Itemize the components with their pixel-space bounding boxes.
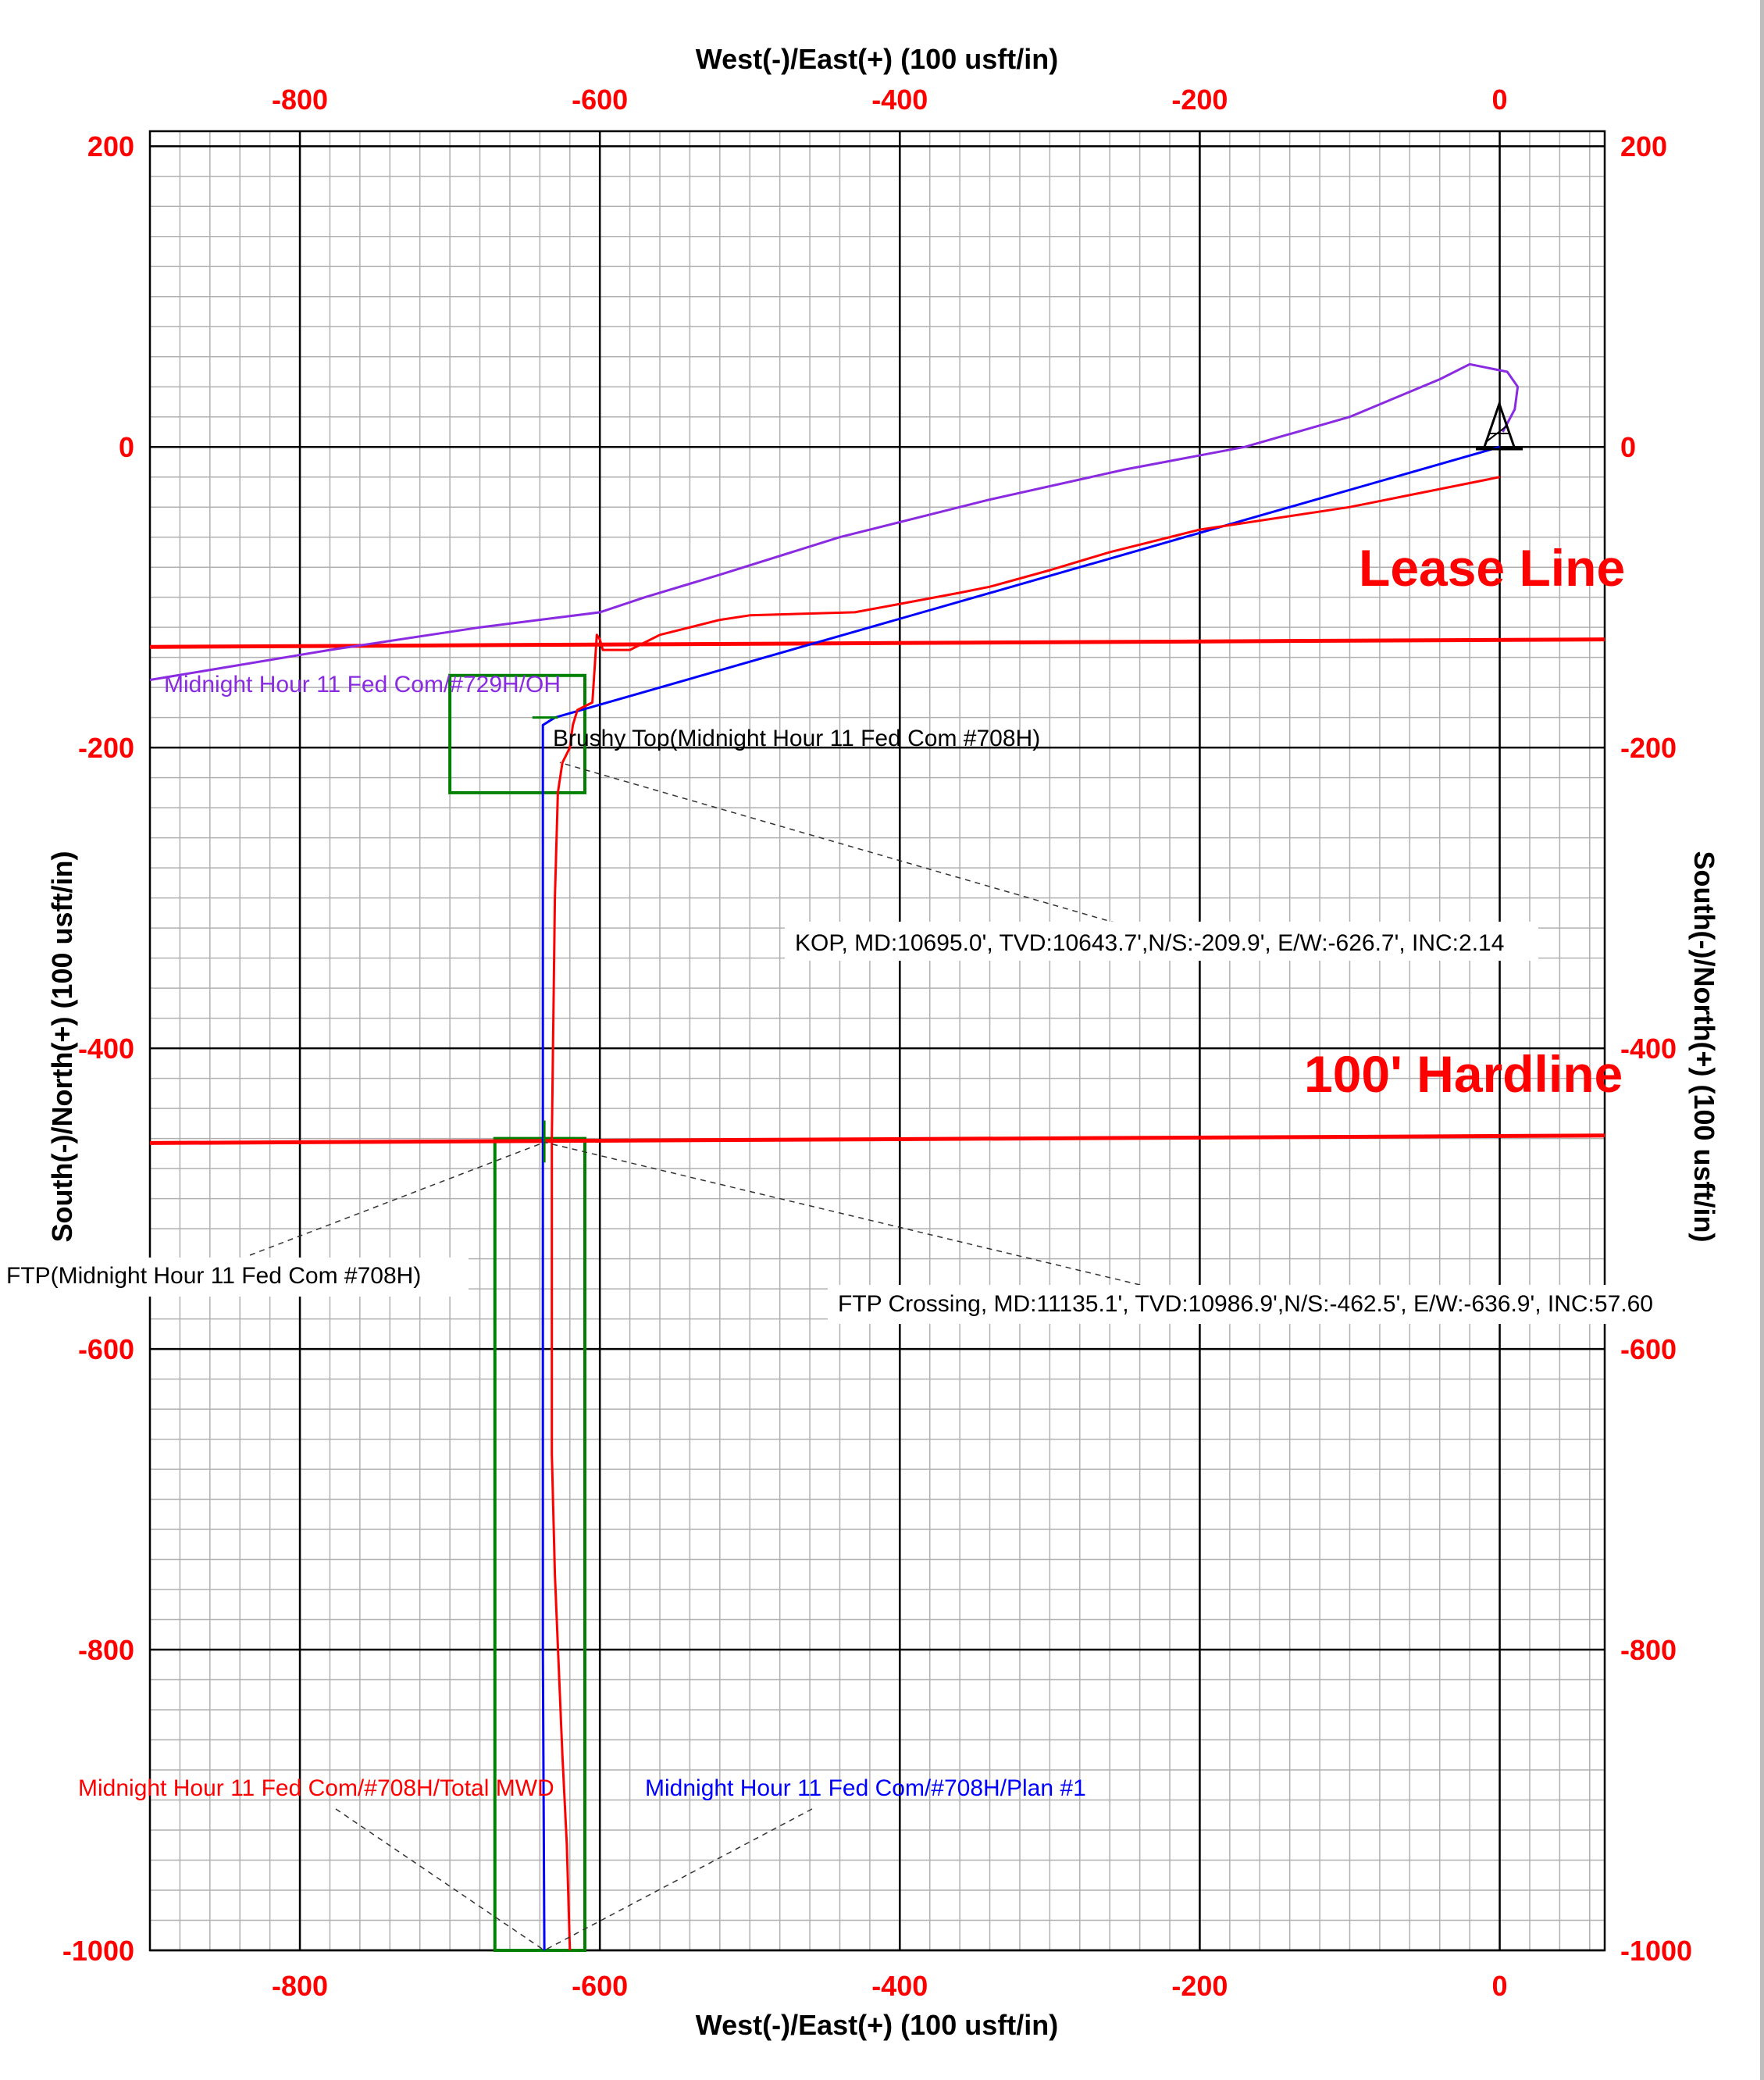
rig-derrick-icon: [1476, 400, 1523, 451]
offset-well-label: Midnight Hour 11 Fed Com/#729H/OH: [164, 672, 561, 697]
x-tick-label-bottom: -400: [871, 1970, 928, 2002]
minor-gridlines: [149, 131, 1605, 1951]
hardlines: [149, 637, 1605, 1145]
x-axis-title-top: West(-)/East(+) (100 usft/in): [696, 43, 1058, 75]
actual-well-label: Midnight Hour 11 Fed Com/#708H/Total MWD: [78, 1775, 554, 1801]
y-tick-label-left: -200: [78, 732, 134, 764]
y-tick-label-left: -1000: [62, 1935, 134, 1967]
leader-line: [249, 1141, 545, 1256]
x-tick-label-top: -800: [272, 84, 328, 116]
y-tick-label-right: -1000: [1620, 1935, 1692, 1967]
hardline: [149, 637, 1605, 649]
ftp-label: FTP(Midnight Hour 11 Fed Com #708H): [6, 1263, 421, 1289]
lease-line-label: Lease Line: [1359, 539, 1625, 597]
hardline: [149, 1133, 1605, 1145]
label-leader-lines: [249, 762, 1141, 1951]
x-tick-label-top: -200: [1171, 84, 1228, 116]
x-tick-label-top: 0: [1492, 84, 1508, 116]
y-axis-title-left: South(-)/North(+) (100 usft/in): [46, 851, 78, 1243]
ftp-crossing-label: FTP Crossing, MD:11135.1', TVD:10986.9',…: [838, 1291, 1653, 1317]
plot-frame: [148, 130, 1606, 1952]
major-gridlines: [148, 130, 1606, 1952]
x-tick-label-top: -600: [572, 84, 628, 116]
leader-line: [335, 1808, 545, 1951]
x-tick-label-bottom: -200: [1171, 1970, 1228, 2002]
ftp-crossing-label-bg: [828, 1285, 1737, 1324]
leader-line: [543, 1141, 1141, 1286]
well-paths: [149, 362, 1520, 1951]
y-tick-label-left: -800: [78, 1634, 134, 1666]
y-tick-label-right: -800: [1620, 1634, 1677, 1666]
y-tick-label-left: 0: [119, 431, 134, 463]
brushy-top-label: Brushy Top(Midnight Hour 11 Fed Com #708…: [553, 726, 1040, 751]
y-tick-label-left: 200: [87, 130, 134, 162]
x-tick-label-top: -400: [871, 84, 928, 116]
y-tick-label-right: -600: [1620, 1333, 1677, 1365]
well-path-3: [551, 476, 1500, 1951]
x-axis-title-bottom: West(-)/East(+) (100 usft/in): [696, 2009, 1058, 2041]
target-boxes: [448, 673, 586, 1952]
y-tick-label-right: -200: [1620, 732, 1677, 764]
x-tick-label-bottom: -800: [272, 1970, 328, 2002]
target-box: [493, 1136, 586, 1952]
x-tick-label-bottom: -600: [572, 1970, 628, 2002]
y-tick-label-right: 200: [1620, 130, 1667, 162]
kop-label: KOP, MD:10695.0', TVD:10643.7',N/S:-209.…: [795, 930, 1504, 956]
leader-line: [559, 762, 1117, 924]
y-tick-label-right: -400: [1620, 1033, 1677, 1065]
y-axis-title-right: South(-)/North(+) (100 usft/in): [1688, 851, 1720, 1243]
window-edge: [1760, 0, 1764, 2080]
y-tick-label-left: -600: [78, 1333, 134, 1365]
x-tick-label-bottom: 0: [1492, 1970, 1508, 2002]
kop-label-bg: [785, 922, 1538, 961]
ftp-label-bg: [0, 1258, 469, 1297]
target-box: [448, 673, 586, 794]
tick-labels: -800 -800 -600 -600 -400 -400 -200 -200 0 0 200 200…: [62, 84, 1692, 2002]
well-path-1: [149, 362, 1520, 681]
hardline-label: 100' Hardline: [1304, 1045, 1623, 1103]
y-tick-label-right: 0: [1620, 431, 1636, 463]
well-path-2: [541, 445, 1501, 1951]
y-tick-label-left: -400: [78, 1033, 134, 1065]
plan-well-label: Midnight Hour 11 Fed Com/#708H/Plan #1: [645, 1775, 1086, 1801]
